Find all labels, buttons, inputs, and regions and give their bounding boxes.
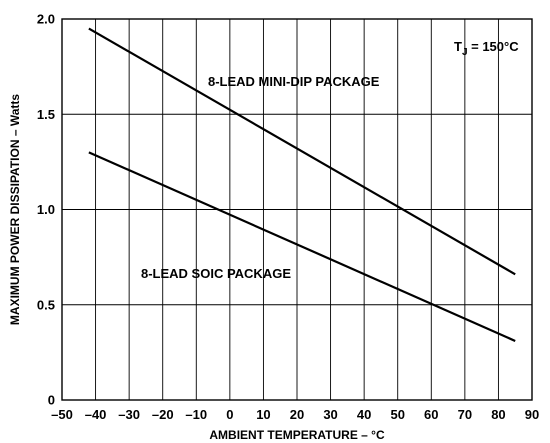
tj-symbol: T — [454, 39, 462, 54]
x-tick-label: 90 — [525, 407, 539, 422]
y-tick-label: 2.0 — [37, 12, 55, 27]
tj-value: = 150°C — [468, 39, 520, 54]
series-line-0 — [88, 27, 516, 276]
junction-temperature-annotation: TJ = 150°C — [454, 39, 519, 58]
tj-subscript: J — [462, 47, 468, 58]
x-tick-label: 30 — [323, 407, 337, 422]
x-tick-label: –20 — [152, 407, 174, 422]
x-axis-label: AMBIENT TEMPERATURE – °C — [209, 428, 385, 442]
x-tick-label: –10 — [185, 407, 207, 422]
x-tick-label: 40 — [357, 407, 371, 422]
series-group — [88, 27, 516, 342]
x-tick-label: 20 — [290, 407, 304, 422]
y-axis-label: MAXIMUM POWER DISSIPATION – Watts — [8, 94, 22, 325]
x-tick-label: 70 — [458, 407, 472, 422]
y-tick-label: 0.5 — [37, 297, 55, 312]
x-tick-label: 0 — [226, 407, 233, 422]
plot-frame — [61, 18, 533, 401]
y-tick-label: 0 — [48, 393, 55, 408]
series-label-soic: 8-LEAD SOIC PACKAGE — [141, 266, 291, 281]
y-tick-label: 1.5 — [37, 107, 55, 122]
grid — [62, 19, 532, 400]
x-tick-label: –30 — [118, 407, 140, 422]
x-tick-label: 10 — [256, 407, 270, 422]
series-label-mini-dip: 8-LEAD MINI-DIP PACKAGE — [208, 74, 380, 89]
series-line-1 — [88, 151, 516, 342]
y-tick-labels: 0 0.5 1.0 1.5 2.0 — [37, 12, 55, 408]
x-tick-label: –50 — [51, 407, 73, 422]
x-tick-label: 50 — [390, 407, 404, 422]
x-tick-labels: –50 –40 –30 –20 –10 0 10 20 30 40 50 60 70 80 90 — [51, 407, 539, 422]
x-tick-label: –40 — [85, 407, 107, 422]
x-tick-label: 60 — [424, 407, 438, 422]
x-tick-label: 80 — [491, 407, 505, 422]
y-tick-label: 1.0 — [37, 202, 55, 217]
